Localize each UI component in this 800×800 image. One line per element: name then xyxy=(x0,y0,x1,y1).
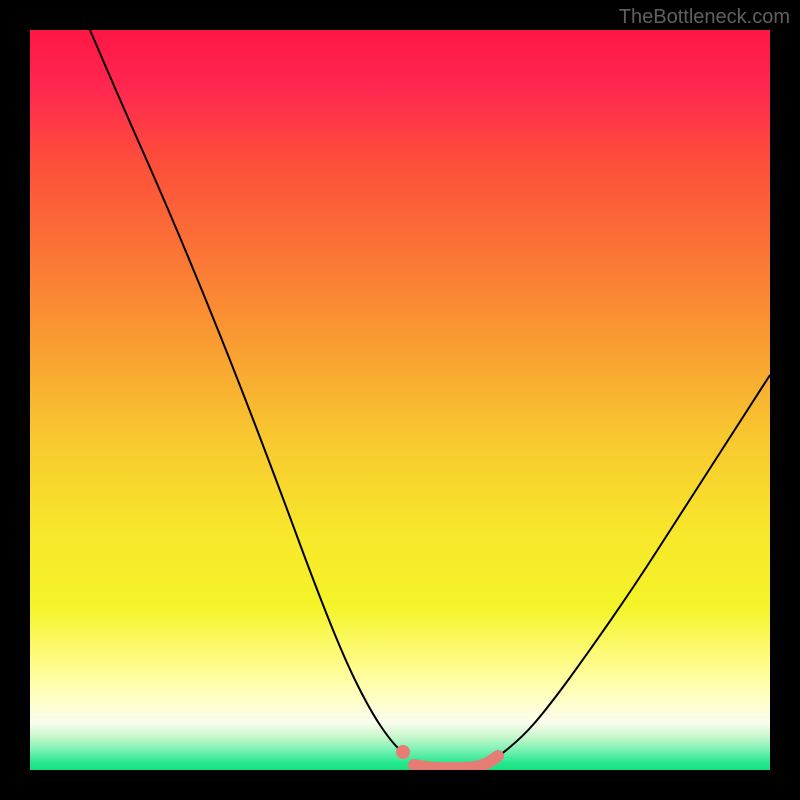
curve-left xyxy=(90,30,405,755)
watermark-text: TheBottleneck.com xyxy=(619,6,790,29)
chart-area xyxy=(30,30,770,770)
curve-layer xyxy=(30,30,770,770)
curve-right xyxy=(500,375,770,755)
highlight-dot xyxy=(396,745,410,759)
chart-container: TheBottleneck.com xyxy=(0,0,800,800)
highlight-segment xyxy=(414,756,498,768)
